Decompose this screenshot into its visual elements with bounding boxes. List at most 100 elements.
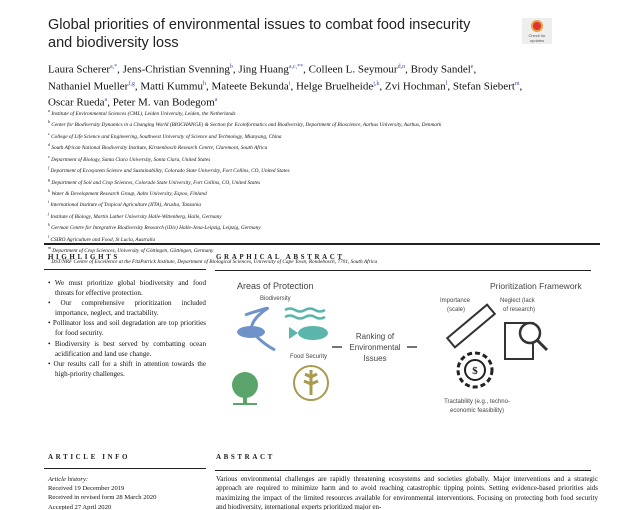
graphical-abstract-figure: Areas of Protection Biodiversity Food Se… xyxy=(232,281,582,414)
wheat-icon xyxy=(293,365,329,401)
affiliation-text: DST/NRF Centre of Excellence at the Fitz… xyxy=(51,259,378,266)
affiliation: m Department of Crop Sciences, Universit… xyxy=(48,244,608,255)
author-affiliation-marker[interactable]: d,n xyxy=(397,64,406,70)
affiliation-key: f xyxy=(48,165,50,171)
highlights-list: We must prioritize global biodiversity a… xyxy=(48,278,206,379)
author-affiliation-marker[interactable]: a,* xyxy=(110,64,118,70)
author-affiliation-marker[interactable]: h xyxy=(202,80,206,87)
affiliation-list: a Institute of Environmental Sciences (C… xyxy=(48,107,608,267)
author-name[interactable]: Jing Huang xyxy=(238,63,289,76)
author-name[interactable]: Mateete Bekunda xyxy=(211,80,289,93)
author-affiliation-marker[interactable]: f,g xyxy=(128,80,135,87)
affiliation: a Institute of Environmental Sciences (C… xyxy=(48,107,608,118)
article-info-heading: ARTICLE INFO xyxy=(48,453,131,461)
waves-icon xyxy=(284,307,326,320)
affiliation: k German Centre for Integrative Biodiver… xyxy=(48,221,608,232)
affiliation-key: n xyxy=(48,256,50,262)
affiliation: e Department of Biology, Santa Clara Uni… xyxy=(48,153,608,164)
author-name[interactable]: Stefan Siebert xyxy=(452,80,515,93)
affiliation: n DST/NRF Centre of Excellence at the Fi… xyxy=(48,255,608,266)
divider xyxy=(215,270,591,271)
food-security-label: Food Security xyxy=(290,354,327,360)
gear-dollar-icon xyxy=(456,351,494,389)
author-name[interactable]: Brody Sandel xyxy=(410,63,471,76)
history-line: Received in revised form 28 March 2020 xyxy=(48,494,157,502)
author-affiliation-marker[interactable]: a,c,** xyxy=(288,64,304,70)
affiliation-text: Institute of Environmental Sciences (CML… xyxy=(51,110,236,117)
highlight-item: Biodiversity is best served by combattin… xyxy=(48,339,206,359)
affiliation-text: Department of Crop Sciences, University … xyxy=(52,247,214,254)
history-line: Accepted 27 April 2020 xyxy=(48,503,112,510)
framework-label: Prioritization Framework xyxy=(490,281,582,291)
author-name[interactable]: Colleen L. Seymour xyxy=(308,63,398,76)
author-affiliation-marker[interactable]: a xyxy=(104,97,108,104)
affiliation-text: Department of Soil and Crop Sciences, Co… xyxy=(51,179,261,186)
affiliation-key: e xyxy=(48,153,50,159)
highlight-item: We must prioritize global biodiversity a… xyxy=(48,278,206,298)
author-name[interactable]: Matti Kummu xyxy=(140,80,203,93)
author-name[interactable]: Nathaniel Mueller xyxy=(48,80,129,93)
svg-text:Importance: Importance xyxy=(440,298,471,304)
highlight-item: Our comprehensive prioritization include… xyxy=(48,298,206,318)
svg-text:$: $ xyxy=(472,365,478,377)
svg-text:Environmental: Environmental xyxy=(349,343,400,352)
fish-icon xyxy=(237,326,265,338)
affiliation-key: d xyxy=(48,142,50,148)
affiliation-text: German Centre for Integrative Biodiversi… xyxy=(51,224,261,231)
svg-text:(scale): (scale) xyxy=(447,307,465,313)
abstract-heading: ABSTRACT xyxy=(216,453,275,461)
affiliation-text: Center for Biodiversity Dynamics in a Ch… xyxy=(51,122,442,129)
author-name[interactable]: Laura Scherer xyxy=(48,63,110,76)
affiliation-text: International Institute of Tropical Agri… xyxy=(50,202,201,209)
author-name[interactable]: Jens-Christian Svenning xyxy=(122,63,230,76)
affiliation: b Center for Biodiversity Dynamics in a … xyxy=(48,118,608,129)
author-affiliation-marker[interactable]: b xyxy=(229,64,233,70)
author-affiliation-marker[interactable]: i xyxy=(288,80,291,87)
affiliation-key: k xyxy=(48,222,50,228)
areas-label: Areas of Protection xyxy=(237,281,314,291)
svg-text:economic feasibility): economic feasibility) xyxy=(450,408,504,414)
highlight-item: Our results call for a shift in attentio… xyxy=(48,359,206,379)
affiliation: i International Institute of Tropical Ag… xyxy=(48,198,608,209)
ruler-icon xyxy=(445,303,497,349)
author-affiliation-marker[interactable]: e xyxy=(470,64,474,70)
author-affiliation-marker[interactable]: l xyxy=(445,80,448,87)
divider xyxy=(44,468,206,469)
affiliation: j Institute of Biology, Martin Luther Un… xyxy=(48,210,608,221)
affiliation-text: Department of Ecosystem Science and Sust… xyxy=(50,167,290,174)
author-list: Laura Scherera,*, Jens-Christian Svennin… xyxy=(48,63,523,109)
biodiversity-label: Biodiversity xyxy=(260,296,291,302)
svg-text:Issues: Issues xyxy=(363,354,386,363)
tree-icon xyxy=(232,372,258,398)
divider xyxy=(44,243,600,245)
affiliation: l CSIRO Agriculture and Food, St Lucia, … xyxy=(48,233,608,244)
affiliation-text: South African National Biodiversity Inst… xyxy=(51,145,268,152)
fish-icon xyxy=(298,326,328,340)
affiliation-text: Water & Development Research Group, Aalt… xyxy=(51,190,207,197)
paper-title: Global priorities of environmental issue… xyxy=(48,17,471,51)
author-affiliation-marker[interactable]: a xyxy=(214,97,218,104)
affiliation: g Department of Soil and Crop Sciences, … xyxy=(48,176,608,187)
ranking-label: Ranking of xyxy=(356,332,395,341)
affiliation-key: b xyxy=(48,119,50,125)
check-for-updates-badge[interactable]: Check for updates xyxy=(522,18,552,44)
affiliation-key: c xyxy=(48,130,50,136)
author-name[interactable]: Peter M. van Bodegom xyxy=(112,96,215,109)
article-history: Article history: Received 19 December 20… xyxy=(48,476,157,510)
author-affiliation-marker[interactable]: j,k xyxy=(373,80,380,87)
affiliation-key: j xyxy=(48,210,50,216)
author-name[interactable]: Oscar Rueda xyxy=(48,96,105,109)
svg-text:Neglect (lack: Neglect (lack xyxy=(500,298,536,304)
bookmark-icon xyxy=(531,20,543,32)
affiliation-key: l xyxy=(48,233,50,239)
author-name[interactable]: Helge Bruelheide xyxy=(295,80,374,93)
abstract-text: Various environmental challenges are rap… xyxy=(216,475,598,510)
affiliation-key: i xyxy=(48,199,50,205)
author-name[interactable]: Zvi Hochman xyxy=(384,80,446,93)
affiliation-key: g xyxy=(48,176,50,182)
affiliation-key: a xyxy=(48,108,50,113)
author-affiliation-marker[interactable]: m xyxy=(514,80,520,87)
affiliation-key: m xyxy=(48,245,51,251)
history-line: Received 19 December 2019 xyxy=(48,485,125,493)
affiliation-text: Department of Biology, Santa Clara Unive… xyxy=(51,156,211,163)
